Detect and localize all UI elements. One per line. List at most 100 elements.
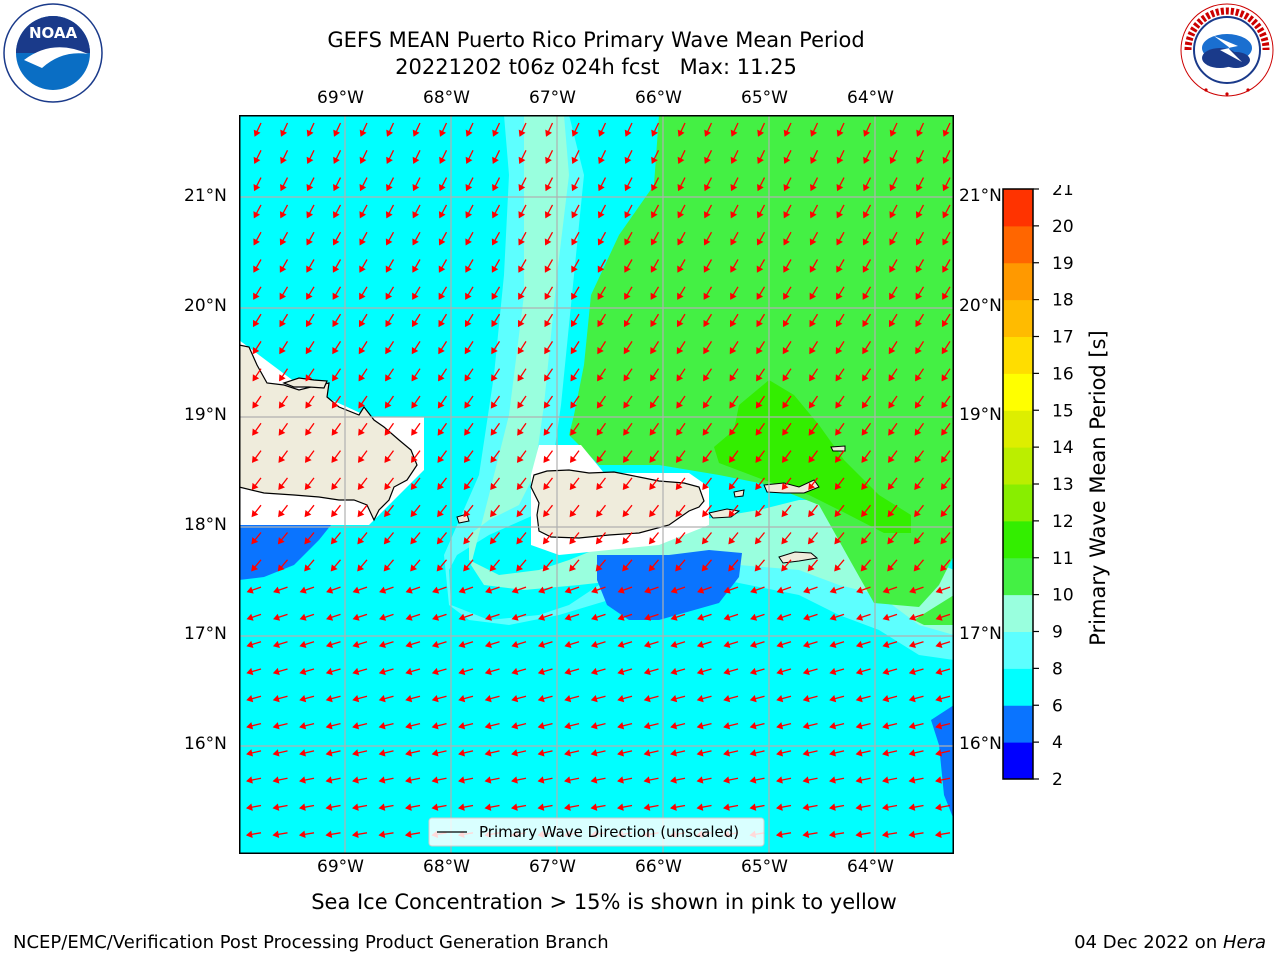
wave-arrow-head	[543, 428, 551, 436]
wave-arrow-head	[783, 292, 790, 300]
wave-arrow-head	[782, 401, 789, 409]
wave-arrow-head	[696, 640, 704, 648]
wave-arrow-head	[359, 238, 366, 246]
wave-arrow-head	[617, 667, 625, 676]
wave-arrow-head	[650, 347, 657, 355]
arrow-legend: Primary Wave Direction (unscaled)	[428, 817, 765, 847]
wave-arrow-head	[862, 292, 870, 300]
wave-arrow-head	[357, 510, 365, 518]
wave-arrow-head	[279, 374, 286, 382]
wave-arrow-head	[829, 749, 836, 757]
wave-arrow-head	[537, 695, 545, 703]
wave-arrow-head	[643, 695, 651, 703]
wave-arrow-head	[304, 564, 312, 572]
wave-arrow-head	[252, 347, 260, 355]
wave-arrow-head	[749, 803, 757, 811]
wave-arrow-head	[649, 510, 656, 518]
wave-arrow-head	[730, 183, 738, 192]
wave-arrow-head	[942, 156, 950, 164]
wave-arrow-head	[643, 667, 651, 676]
wave-arrow-head	[545, 183, 552, 192]
wave-arrow-head	[410, 455, 418, 463]
wave-arrow-head	[723, 695, 731, 703]
wave-arrow-head	[457, 803, 465, 811]
wave-arrow-head	[305, 428, 312, 436]
wave-arrow-head	[729, 401, 736, 409]
wave-arrow-head	[835, 319, 843, 328]
wave-arrow-head	[829, 640, 837, 648]
wave-arrow-head	[863, 183, 870, 192]
colorbar-swatch	[1003, 373, 1033, 411]
wave-arrow-head	[783, 265, 790, 273]
wave-arrow-head	[458, 695, 466, 703]
footer-left: NCEP/EMC/Verification Post Processing Pr…	[13, 932, 609, 953]
wave-arrow-head	[279, 292, 287, 300]
wave-arrow-head	[458, 667, 466, 676]
wave-arrow-head	[306, 265, 313, 273]
colorbar-tick-label: 4	[1052, 733, 1063, 753]
wave-arrow-head	[272, 749, 280, 757]
wave-arrow-head	[836, 183, 844, 192]
wave-arrow-head	[835, 428, 842, 436]
wave-arrow-head	[914, 510, 921, 518]
wave-arrow-head	[518, 156, 526, 164]
wave-arrow-head	[834, 455, 842, 463]
wave-arrow-head	[644, 586, 652, 594]
wave-arrow-head	[835, 374, 843, 382]
wave-arrow-head	[889, 265, 896, 273]
wave-arrow-head	[253, 183, 261, 192]
wave-arrow-head	[569, 537, 577, 545]
wave-arrow-head	[384, 428, 392, 436]
wave-arrow-head	[412, 129, 420, 137]
wave-arrow-head	[458, 640, 466, 648]
wave-arrow-head	[862, 265, 870, 273]
wave-arrow-head	[723, 667, 731, 676]
wave-arrow-head	[807, 564, 815, 572]
wave-arrow-head	[412, 156, 420, 164]
wave-arrow-head	[352, 749, 359, 757]
wave-arrow-head	[915, 374, 922, 382]
wave-arrow-head	[650, 265, 658, 273]
wave-arrow-head	[648, 564, 656, 572]
period-fill-10-11-south	[914, 595, 954, 625]
wave-arrow-head	[458, 586, 466, 594]
lat-label: 17°N	[959, 624, 1002, 644]
wave-arrow-head	[934, 830, 942, 838]
wave-arrow-head	[405, 586, 413, 594]
wave-arrow-head	[942, 265, 949, 273]
wave-arrow-head	[808, 482, 815, 491]
colorbar-swatch	[1003, 484, 1033, 522]
arrow-legend-label: Primary Wave Direction (unscaled)	[479, 823, 739, 841]
wave-arrow-head	[378, 830, 386, 838]
wave-arrow-head	[887, 482, 895, 491]
wave-arrow-head	[908, 695, 916, 703]
wave-arrow-head	[749, 695, 757, 703]
wave-arrow-head	[670, 776, 677, 784]
wave-arrow-head	[915, 319, 922, 328]
wave-arrow-head	[829, 613, 837, 621]
wave-arrow-head	[359, 183, 367, 192]
chart-subtitle: 20221202 t06z 024h fcst Max: 11.25	[395, 55, 797, 79]
wave-arrow-head	[940, 510, 948, 518]
wave-arrow-head	[651, 183, 658, 192]
lat-label: 20°N	[959, 296, 1002, 316]
wave-arrow-head	[829, 722, 837, 730]
wave-arrow-head	[616, 803, 624, 811]
colorbar-tick-label: 12	[1052, 512, 1074, 532]
wave-arrow-head	[385, 265, 393, 273]
wave-arrow-head	[728, 455, 736, 463]
wave-arrow-head	[542, 564, 550, 572]
wave-arrow-head	[330, 564, 338, 572]
wave-arrow-head	[384, 482, 391, 491]
wave-arrow-head	[590, 722, 598, 730]
wave-arrow-head	[855, 640, 863, 648]
wave-arrow-head	[624, 265, 631, 273]
wave-arrow-head	[484, 667, 492, 676]
wave-arrow-head	[306, 129, 314, 137]
wave-arrow-head	[670, 586, 678, 594]
wave-arrow-head	[537, 776, 545, 784]
wave-arrow-head	[810, 183, 817, 192]
wave-arrow-head	[252, 428, 259, 436]
wave-arrow-head	[278, 455, 286, 463]
wave-arrow-head	[776, 640, 784, 648]
